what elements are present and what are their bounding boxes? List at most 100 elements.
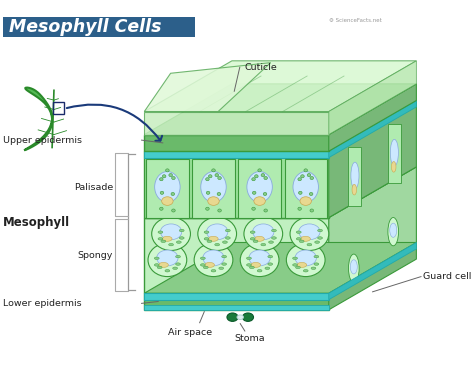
Ellipse shape	[251, 262, 261, 267]
Ellipse shape	[173, 267, 178, 270]
Ellipse shape	[310, 192, 313, 195]
Polygon shape	[144, 293, 329, 310]
Ellipse shape	[310, 177, 314, 180]
Ellipse shape	[203, 266, 208, 269]
Ellipse shape	[218, 209, 221, 212]
Ellipse shape	[250, 237, 255, 240]
Ellipse shape	[160, 191, 164, 194]
Polygon shape	[144, 293, 329, 300]
Polygon shape	[144, 101, 416, 151]
Ellipse shape	[226, 229, 230, 232]
Ellipse shape	[205, 262, 214, 267]
Ellipse shape	[165, 270, 170, 272]
Polygon shape	[144, 305, 329, 310]
Ellipse shape	[212, 169, 215, 172]
Ellipse shape	[160, 178, 163, 181]
Ellipse shape	[155, 257, 159, 260]
Ellipse shape	[286, 243, 325, 277]
Text: Spongy: Spongy	[78, 251, 113, 260]
Ellipse shape	[198, 217, 237, 251]
Ellipse shape	[222, 241, 228, 243]
Ellipse shape	[255, 236, 264, 241]
Polygon shape	[144, 63, 271, 112]
Ellipse shape	[162, 197, 173, 205]
Ellipse shape	[314, 263, 319, 265]
Polygon shape	[144, 243, 416, 293]
Ellipse shape	[296, 266, 301, 269]
Text: Mesophyll: Mesophyll	[3, 216, 70, 229]
Ellipse shape	[209, 236, 218, 241]
Text: Mesophyll Cells: Mesophyll Cells	[9, 18, 161, 36]
Ellipse shape	[206, 191, 210, 194]
Polygon shape	[146, 158, 189, 218]
Ellipse shape	[290, 217, 329, 251]
Text: Cuticle: Cuticle	[245, 63, 277, 72]
Ellipse shape	[350, 260, 357, 274]
Polygon shape	[144, 151, 329, 158]
Ellipse shape	[307, 174, 311, 177]
Ellipse shape	[253, 240, 258, 243]
Ellipse shape	[194, 243, 233, 277]
Polygon shape	[144, 101, 416, 151]
Text: Lower epidermis: Lower epidermis	[3, 299, 82, 308]
Ellipse shape	[249, 266, 254, 269]
Ellipse shape	[252, 207, 255, 210]
Ellipse shape	[295, 250, 316, 266]
Ellipse shape	[172, 177, 175, 180]
Ellipse shape	[219, 267, 224, 270]
Polygon shape	[329, 243, 416, 300]
Ellipse shape	[179, 229, 184, 232]
Polygon shape	[329, 101, 416, 218]
Ellipse shape	[208, 197, 219, 205]
Ellipse shape	[315, 241, 319, 243]
Ellipse shape	[161, 240, 166, 243]
Ellipse shape	[250, 231, 255, 233]
Ellipse shape	[310, 209, 314, 212]
Ellipse shape	[348, 254, 359, 282]
Ellipse shape	[222, 263, 227, 265]
Ellipse shape	[257, 270, 262, 272]
Ellipse shape	[206, 207, 209, 210]
Ellipse shape	[301, 175, 304, 178]
Ellipse shape	[272, 229, 276, 232]
Ellipse shape	[296, 237, 301, 240]
Polygon shape	[144, 151, 329, 218]
Polygon shape	[24, 88, 52, 150]
Ellipse shape	[253, 224, 274, 240]
Polygon shape	[144, 84, 416, 135]
Ellipse shape	[269, 241, 273, 243]
Polygon shape	[3, 17, 195, 37]
Ellipse shape	[209, 175, 212, 178]
Polygon shape	[329, 61, 416, 135]
Ellipse shape	[203, 250, 224, 266]
Ellipse shape	[157, 250, 178, 266]
Ellipse shape	[201, 264, 205, 266]
Ellipse shape	[303, 270, 308, 272]
Ellipse shape	[148, 243, 187, 277]
Ellipse shape	[292, 257, 298, 260]
Ellipse shape	[301, 236, 310, 241]
Ellipse shape	[352, 184, 356, 195]
Ellipse shape	[307, 243, 312, 246]
Ellipse shape	[293, 172, 319, 202]
Ellipse shape	[160, 224, 182, 240]
Polygon shape	[144, 218, 329, 293]
Ellipse shape	[314, 256, 319, 258]
Polygon shape	[238, 158, 281, 218]
Ellipse shape	[160, 207, 163, 210]
Ellipse shape	[318, 229, 322, 232]
Ellipse shape	[272, 237, 276, 239]
Ellipse shape	[249, 250, 270, 266]
Ellipse shape	[157, 266, 162, 269]
Polygon shape	[329, 243, 416, 310]
Ellipse shape	[261, 174, 264, 177]
Ellipse shape	[217, 192, 221, 195]
Ellipse shape	[300, 197, 311, 205]
Text: Air space: Air space	[168, 328, 212, 337]
Ellipse shape	[298, 207, 301, 210]
Ellipse shape	[152, 217, 191, 251]
Text: ⚙ ScienceFacts.net: ⚙ ScienceFacts.net	[329, 18, 382, 23]
Ellipse shape	[201, 172, 226, 202]
Polygon shape	[388, 124, 401, 183]
Polygon shape	[284, 158, 327, 218]
